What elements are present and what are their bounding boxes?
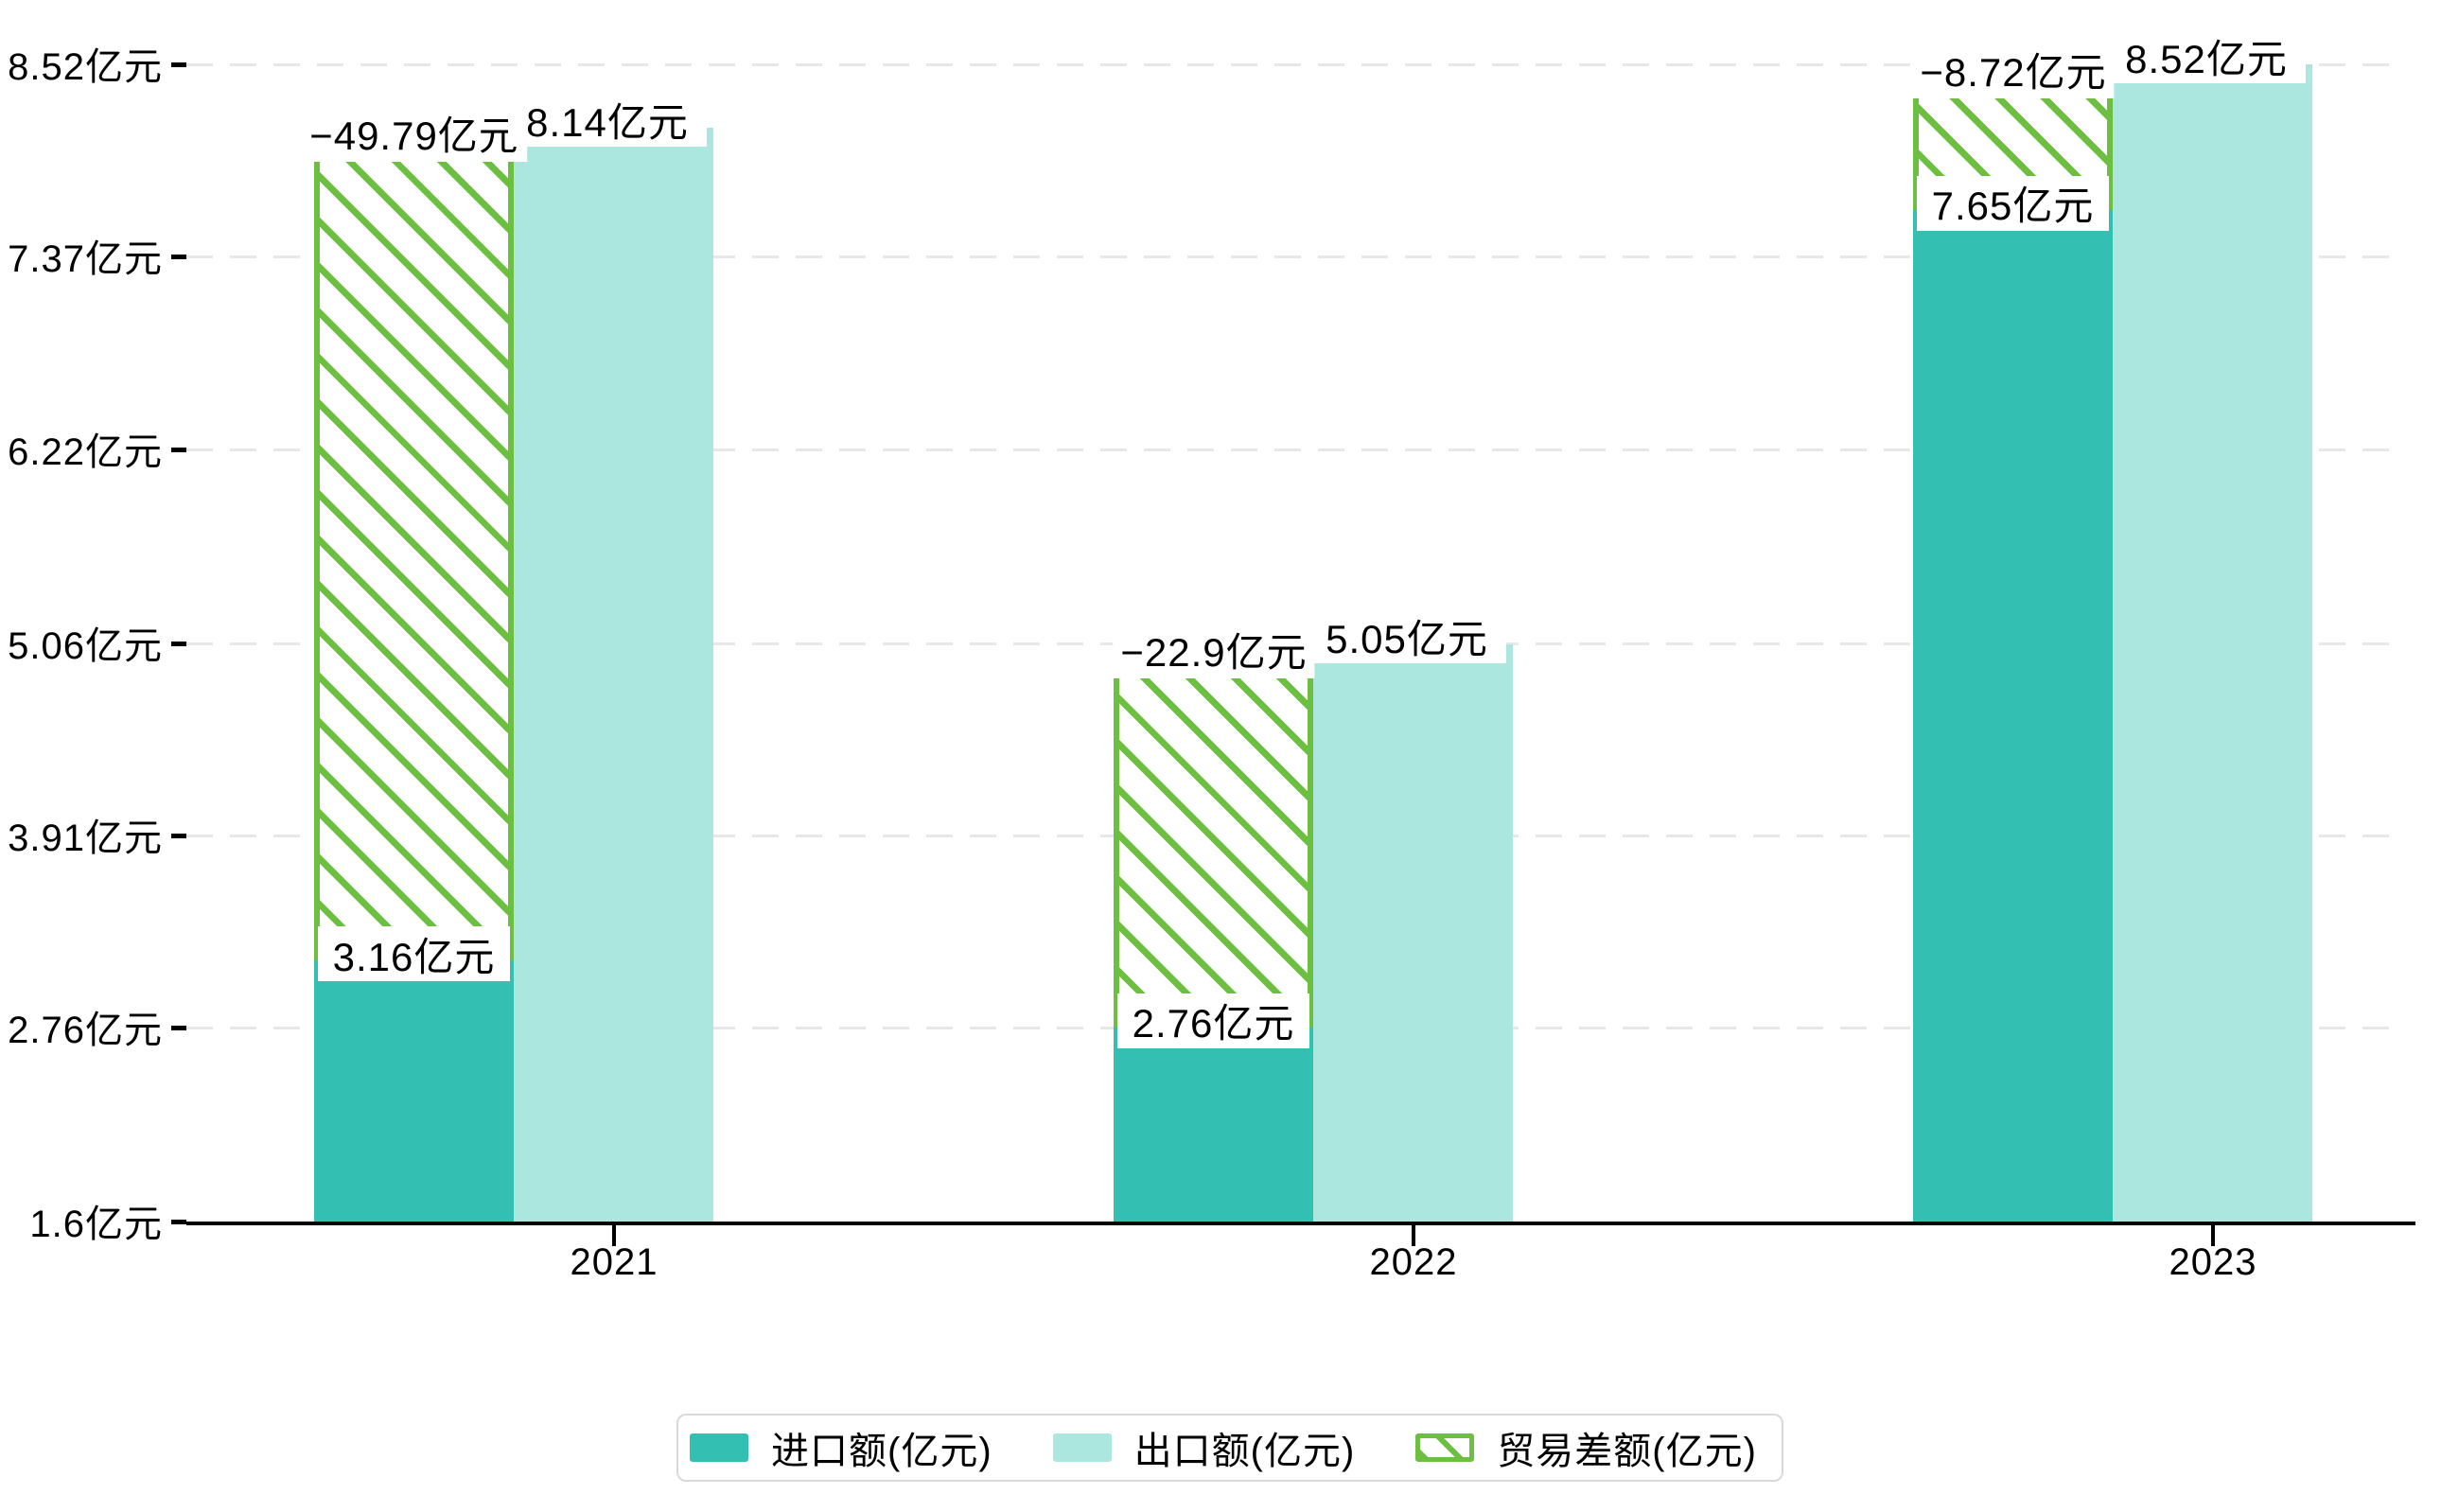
y-axis-tick (171, 833, 186, 838)
import-bar[interactable] (314, 960, 514, 1222)
legend-label-import: 进口额(亿元) (771, 1431, 992, 1472)
trade-balance-value-label: −49.79亿元 (302, 103, 527, 163)
y-axis-label: 2.76亿元 (8, 1009, 163, 1051)
import-bar[interactable] (1114, 1027, 1313, 1222)
export-bar[interactable] (1313, 644, 1513, 1222)
y-axis-tick (171, 641, 186, 646)
trade-balance-hatch-swatch-icon (1415, 1433, 1475, 1462)
export-bar[interactable] (514, 128, 713, 1222)
import-value-label: 7.65亿元 (1917, 175, 2109, 231)
legend-label-balance: 贸易差额(亿元) (1497, 1431, 1757, 1472)
gridline (186, 63, 2406, 67)
legend-item-export[interactable]: 出口额(亿元) (1052, 1420, 1356, 1475)
export-value-label: 8.52亿元 (2107, 28, 2306, 84)
legend-item-import[interactable]: 进口额(亿元) (690, 1420, 992, 1475)
export-swatch-icon (1052, 1433, 1112, 1462)
x-axis-tick (2211, 1225, 2215, 1246)
export-bar[interactable] (2113, 64, 2312, 1222)
y-axis-tick (171, 62, 186, 68)
y-axis-tick (171, 447, 186, 452)
x-axis-line (186, 1222, 2415, 1225)
y-axis-tick (171, 255, 186, 260)
x-axis-label: 2021 (570, 1241, 659, 1283)
y-axis-label: 7.37亿元 (8, 238, 163, 281)
import-value-label: 2.76亿元 (1117, 993, 1309, 1048)
y-axis-label: 3.91亿元 (8, 817, 163, 859)
x-axis-label: 2023 (2169, 1241, 2257, 1283)
legend: 进口额(亿元) 出口额(亿元) 贸易差额(亿元) (676, 1414, 1783, 1482)
export-value-label: 8.14亿元 (508, 92, 707, 148)
legend-item-balance[interactable]: 贸易差额(亿元) (1415, 1420, 1757, 1475)
x-axis-tick (612, 1225, 616, 1246)
y-axis-label: 1.6亿元 (29, 1203, 163, 1245)
y-axis-label: 8.52亿元 (8, 45, 163, 88)
import-swatch-icon (690, 1433, 748, 1462)
gridline (186, 255, 2406, 259)
legend-label-export: 出口额(亿元) (1133, 1431, 1356, 1472)
import-bar[interactable] (1913, 209, 2113, 1222)
trade-balance-hatch-bar[interactable] (314, 128, 514, 961)
x-axis-label: 2022 (1369, 1241, 1458, 1283)
trade-balance-value-label: −22.9亿元 (1113, 620, 1315, 679)
gridline (186, 448, 2406, 451)
y-axis-tick (171, 1220, 186, 1224)
y-axis-label: 6.22亿元 (8, 431, 163, 473)
trade-balance-value-label: −8.72亿元 (1912, 40, 2115, 99)
trade-balance-hatch-bar[interactable] (1114, 644, 1313, 1028)
y-axis-label: 5.06亿元 (8, 624, 163, 667)
export-value-label: 5.05亿元 (1308, 608, 1506, 664)
y-axis-tick (171, 1025, 186, 1030)
x-axis-tick (1412, 1225, 1415, 1246)
import-value-label: 3.16亿元 (318, 926, 510, 982)
